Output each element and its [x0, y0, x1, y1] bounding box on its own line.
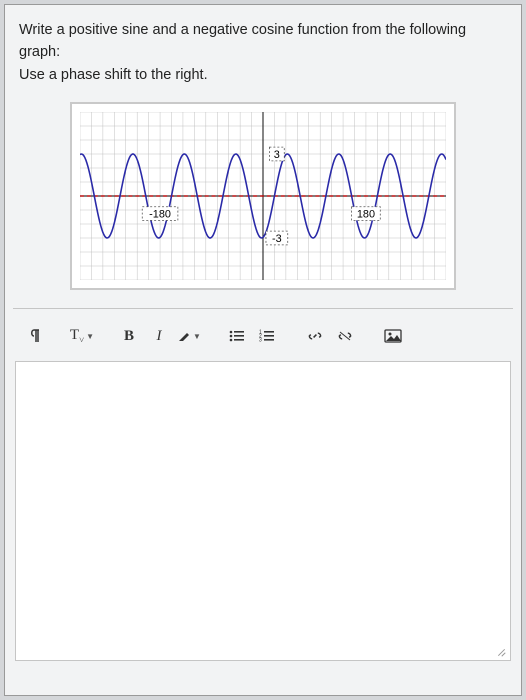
resize-handle[interactable] [494, 644, 506, 656]
bold-button[interactable]: B [116, 323, 142, 349]
italic-button[interactable]: I [146, 323, 172, 349]
paragraph-button[interactable] [21, 323, 47, 349]
svg-text:180: 180 [357, 209, 375, 221]
chart-container: -180 180 3 -3 [70, 102, 456, 290]
highlight-dropdown[interactable]: ▼ [176, 323, 202, 349]
insert-image-button[interactable] [380, 323, 406, 349]
question-line-2: Use a phase shift to the right. [19, 64, 507, 86]
question-line-1: Write a positive sine and a negative cos… [19, 19, 507, 64]
editor-toolbar-wrap: T˅▼ B I ▼ 123 [13, 308, 513, 357]
sine-chart: -180 180 3 -3 [80, 112, 446, 280]
question-text: Write a positive sine and a negative cos… [5, 5, 521, 96]
bulleted-list-button[interactable] [224, 323, 250, 349]
link-button[interactable] [302, 323, 328, 349]
svg-text:-3: -3 [272, 233, 282, 245]
svg-text:3: 3 [259, 338, 262, 344]
question-panel: Write a positive sine and a negative cos… [4, 4, 522, 696]
svg-text:-180: -180 [149, 209, 171, 221]
unlink-button[interactable] [332, 323, 358, 349]
text-style-dropdown[interactable]: T˅▼ [69, 323, 95, 349]
numbered-list-button[interactable]: 123 [254, 323, 280, 349]
editor-toolbar: T˅▼ B I ▼ 123 [13, 319, 513, 357]
svg-text:3: 3 [274, 149, 280, 161]
answer-textarea[interactable] [15, 361, 511, 661]
